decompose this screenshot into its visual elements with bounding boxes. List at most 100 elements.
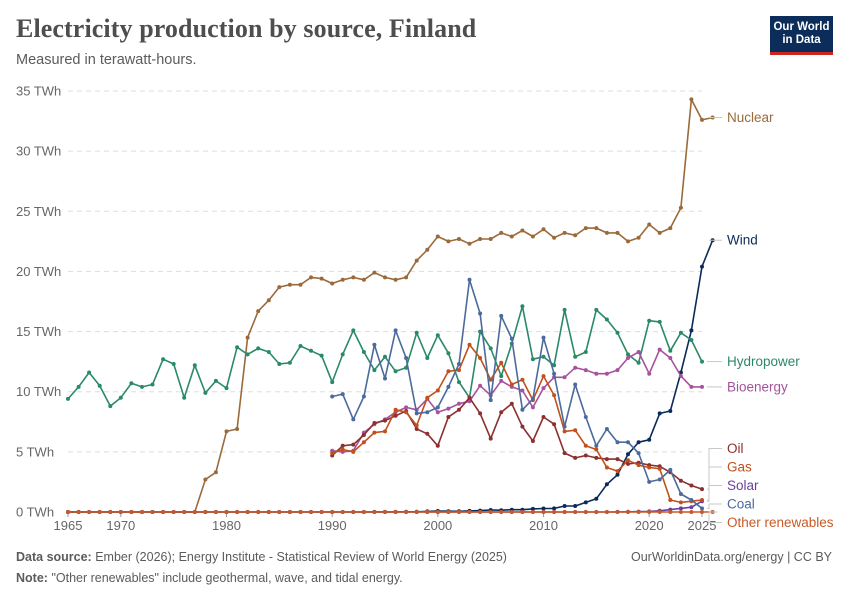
data-point[interactable] [235, 510, 240, 514]
data-point[interactable] [87, 510, 92, 514]
data-point[interactable] [393, 369, 398, 374]
data-point[interactable] [87, 370, 92, 375]
data-point[interactable] [351, 328, 356, 333]
data-point[interactable] [118, 510, 123, 514]
series-line[interactable] [68, 98, 713, 513]
data-point[interactable] [573, 233, 578, 238]
data-point[interactable] [383, 429, 387, 434]
data-point[interactable] [404, 510, 409, 514]
data-point[interactable] [319, 276, 324, 281]
data-point[interactable] [425, 410, 430, 415]
data-point[interactable] [562, 375, 567, 380]
series-label[interactable]: Other renewables [727, 515, 834, 530]
data-point[interactable] [372, 430, 377, 435]
data-point[interactable] [657, 411, 662, 416]
data-point[interactable] [266, 298, 271, 303]
data-point[interactable] [647, 371, 652, 376]
data-point[interactable] [636, 360, 641, 365]
data-point[interactable] [478, 383, 483, 388]
data-point[interactable] [478, 356, 483, 360]
data-point[interactable] [615, 368, 620, 373]
data-point[interactable] [287, 510, 292, 514]
data-point[interactable] [647, 318, 652, 323]
data-point[interactable] [457, 380, 461, 385]
owid-logo[interactable]: Our World in Data [770, 16, 833, 55]
data-point[interactable] [604, 482, 609, 487]
data-point[interactable] [256, 510, 261, 514]
data-point[interactable] [319, 510, 324, 514]
data-point[interactable] [256, 309, 261, 314]
data-point[interactable] [446, 369, 451, 374]
data-point[interactable] [678, 500, 683, 505]
data-point[interactable] [499, 313, 504, 318]
data-point[interactable] [594, 447, 599, 452]
data-point[interactable] [393, 510, 398, 514]
data-point[interactable] [626, 458, 630, 463]
data-point[interactable] [150, 382, 155, 387]
data-point[interactable] [541, 335, 546, 340]
data-point[interactable] [150, 510, 155, 514]
data-point[interactable] [562, 429, 567, 434]
data-point[interactable] [583, 510, 588, 514]
data-point[interactable] [478, 510, 483, 514]
data-point[interactable] [467, 395, 472, 400]
data-point[interactable] [530, 396, 535, 401]
data-point[interactable] [330, 510, 335, 514]
data-point[interactable] [425, 247, 430, 252]
data-point[interactable] [657, 347, 662, 352]
data-point[interactable] [689, 483, 694, 488]
data-point[interactable] [446, 415, 451, 419]
series-label[interactable]: Bioenergy [727, 379, 788, 394]
data-point[interactable] [372, 270, 377, 275]
data-point[interactable] [700, 117, 704, 122]
data-point[interactable] [457, 407, 461, 412]
data-point[interactable] [66, 396, 70, 401]
data-point[interactable] [457, 368, 461, 373]
data-point[interactable] [298, 282, 303, 287]
data-point[interactable] [97, 383, 102, 388]
data-point[interactable] [615, 457, 620, 462]
data-point[interactable] [700, 510, 704, 514]
data-point[interactable] [351, 510, 356, 514]
data-point[interactable] [140, 510, 144, 514]
data-point[interactable] [319, 353, 324, 358]
data-point[interactable] [541, 506, 546, 511]
data-point[interactable] [520, 407, 525, 412]
data-point[interactable] [97, 510, 102, 514]
data-point[interactable] [562, 504, 567, 508]
data-point[interactable] [446, 351, 451, 356]
series-coal[interactable] [330, 277, 704, 511]
data-point[interactable] [657, 319, 662, 324]
data-point[interactable] [689, 338, 694, 342]
data-point[interactable] [573, 510, 578, 514]
data-point[interactable] [287, 360, 292, 365]
data-point[interactable] [224, 429, 229, 434]
data-point[interactable] [372, 421, 377, 425]
data-point[interactable] [636, 235, 641, 240]
data-point[interactable] [435, 388, 440, 393]
data-point[interactable] [552, 363, 557, 368]
data-point[interactable] [488, 398, 493, 403]
data-point[interactable] [266, 510, 271, 514]
series-bioenergy[interactable] [330, 347, 704, 454]
data-point[interactable] [435, 510, 440, 514]
data-point[interactable] [393, 407, 398, 412]
data-point[interactable] [245, 352, 250, 357]
data-point[interactable] [182, 395, 187, 400]
data-point[interactable] [192, 363, 197, 368]
data-point[interactable] [689, 498, 694, 502]
data-point[interactable] [626, 510, 630, 514]
data-point[interactable] [457, 510, 461, 514]
data-point[interactable] [552, 235, 557, 240]
data-point[interactable] [552, 371, 557, 376]
data-point[interactable] [530, 506, 535, 511]
data-point[interactable] [203, 510, 208, 514]
data-point[interactable] [213, 378, 218, 383]
series-label[interactable]: Nuclear [727, 110, 774, 125]
data-point[interactable] [700, 359, 704, 364]
data-point[interactable] [203, 477, 208, 482]
data-point[interactable] [192, 510, 197, 514]
data-point[interactable] [541, 510, 546, 514]
data-point[interactable] [530, 510, 535, 514]
data-point[interactable] [309, 348, 313, 353]
